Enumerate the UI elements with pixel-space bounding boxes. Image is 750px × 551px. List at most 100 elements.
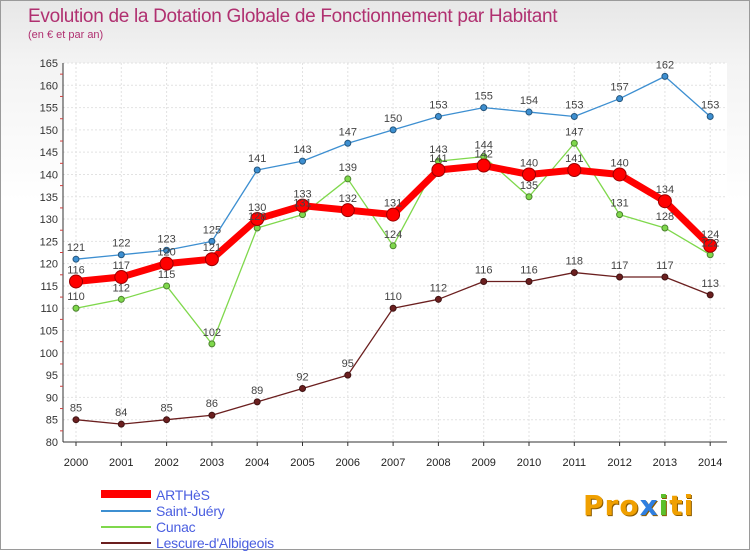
data-label: 141 — [429, 153, 447, 165]
y-tick-label: 120 — [40, 259, 58, 271]
y-tick-label: 135 — [40, 192, 58, 204]
y-tick-label: 130 — [40, 214, 58, 226]
data-label: 124 — [384, 229, 402, 241]
data-label: 155 — [475, 91, 493, 103]
y-tick-label: 125 — [40, 236, 58, 248]
data-point — [522, 167, 536, 182]
data-point — [159, 256, 174, 271]
data-point — [706, 113, 714, 121]
data-point — [163, 246, 171, 254]
data-point — [69, 274, 83, 289]
data-label: 143 — [429, 144, 447, 156]
logo-letter: t — [669, 489, 684, 522]
plot-area — [63, 63, 727, 442]
data-point — [612, 167, 627, 182]
data-label: 95 — [342, 358, 354, 370]
y-tick-label: 100 — [40, 348, 58, 360]
data-label: 102 — [203, 327, 221, 339]
x-tick-label: 2003 — [200, 457, 224, 469]
data-point — [340, 203, 355, 218]
data-point — [204, 252, 219, 267]
x-tick-label: 2004 — [245, 457, 269, 469]
x-tick-label: 2010 — [517, 457, 541, 469]
y-tick-label: 140 — [40, 169, 58, 181]
data-label: 116 — [475, 264, 493, 276]
x-tick-label: 2014 — [698, 457, 722, 469]
data-point — [250, 212, 265, 227]
data-label: 141 — [565, 153, 583, 165]
data-label: 157 — [610, 82, 628, 94]
y-tick-label: 145 — [40, 147, 58, 159]
data-label: 133 — [293, 189, 311, 201]
data-label: 128 — [248, 211, 266, 223]
data-point — [208, 237, 216, 245]
data-label: 112 — [430, 282, 448, 294]
data-label: 130 — [248, 202, 266, 214]
logo-letter: P — [583, 489, 605, 522]
data-label: 125 — [203, 224, 221, 236]
data-label: 142 — [475, 149, 493, 161]
data-label: 153 — [565, 100, 583, 112]
data-point — [431, 163, 446, 178]
legend-label: Cunac — [156, 519, 196, 535]
x-tick-label: 2007 — [381, 457, 405, 469]
data-label: 150 — [384, 113, 402, 125]
x-tick-label: 2002 — [154, 457, 178, 469]
y-tick-label: 90 — [46, 392, 58, 404]
data-label: 144 — [475, 140, 493, 152]
data-label: 140 — [610, 157, 628, 169]
legend-label: Lescure-d'Albigeois — [156, 535, 274, 551]
logo-letter: o — [619, 489, 640, 522]
data-point — [570, 113, 578, 121]
data-point — [117, 295, 125, 303]
data-label: 85 — [70, 403, 82, 415]
data-point — [570, 139, 578, 147]
data-point — [480, 277, 488, 285]
data-label: 110 — [67, 291, 85, 303]
logo-letter: i — [658, 489, 670, 522]
x-tick-label: 2013 — [653, 457, 677, 469]
data-label: 84 — [115, 407, 127, 419]
y-tick-label: 95 — [46, 370, 58, 382]
legend-label: ARTHèS — [156, 487, 210, 503]
data-point — [525, 193, 533, 201]
data-label: 116 — [67, 264, 85, 276]
data-point — [163, 282, 171, 290]
data-point — [114, 270, 129, 285]
data-label: 123 — [157, 233, 175, 245]
data-label: 117 — [656, 260, 674, 272]
x-tick-label: 2001 — [109, 457, 133, 469]
x-tick-label: 2009 — [471, 457, 495, 469]
x-tick-label: 2000 — [64, 457, 88, 469]
logo-letter: i — [683, 489, 695, 522]
data-point — [72, 416, 80, 424]
y-tick-label: 155 — [40, 103, 58, 115]
data-label: 92 — [296, 371, 308, 383]
data-point — [476, 158, 491, 173]
y-tick-label: 110 — [40, 303, 58, 315]
legend-swatch — [101, 526, 151, 528]
data-point — [253, 166, 261, 174]
data-point — [386, 207, 401, 222]
y-tick-label: 160 — [40, 80, 58, 92]
data-point — [208, 411, 216, 419]
data-label: 153 — [701, 100, 719, 112]
data-label: 112 — [113, 282, 131, 294]
data-label: 118 — [566, 256, 584, 268]
data-point — [570, 269, 578, 277]
chart-subtitle: (en € et par an) — [28, 29, 104, 41]
x-tick-label: 2006 — [336, 457, 360, 469]
data-point — [208, 340, 216, 348]
data-label: 89 — [251, 385, 263, 397]
chart-title: Evolution de la Dotation Globale de Fonc… — [28, 6, 558, 27]
data-point — [703, 238, 718, 253]
data-point — [661, 224, 669, 232]
data-label: 140 — [520, 157, 538, 169]
data-point — [706, 291, 714, 299]
data-label: 124 — [701, 229, 719, 241]
data-point — [344, 371, 352, 379]
data-point — [389, 126, 397, 134]
data-label: 147 — [339, 126, 357, 138]
data-point — [163, 416, 171, 424]
data-point — [567, 163, 582, 178]
